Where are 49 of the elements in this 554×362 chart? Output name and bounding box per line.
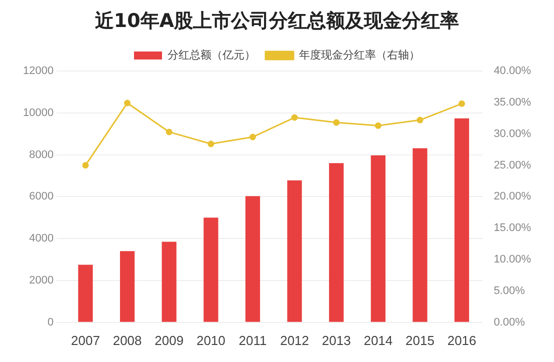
- x-tick-label: 2007: [71, 332, 100, 348]
- y2-tick-label: 15.00%: [494, 222, 532, 234]
- bar: [78, 264, 93, 322]
- y-tick-label: 2000: [29, 274, 54, 287]
- x-tick-label: 2011: [238, 332, 267, 348]
- y2-tick-label: 30.00%: [494, 128, 532, 140]
- legend-label: 分红总额（亿元）: [168, 48, 256, 62]
- point: [374, 122, 382, 129]
- bar: [120, 251, 135, 322]
- point: [416, 116, 424, 124]
- bar: [412, 148, 428, 322]
- y-tick-label: 6000: [29, 190, 54, 203]
- point: [208, 140, 214, 148]
- legend-label: 年度现金分红率（右轴）: [299, 48, 420, 62]
- y2-tick-label: 25.00%: [494, 159, 532, 172]
- bar: [162, 242, 176, 322]
- y-tick-label: 4000: [29, 232, 54, 245]
- x-tick-label: 2009: [154, 332, 184, 348]
- x-tick-label: 2016: [447, 332, 476, 348]
- x-tick-label: 2010: [196, 332, 226, 348]
- y2-tick-label: 0.00%: [494, 316, 526, 328]
- y2-tick-label: 10.00%: [494, 254, 532, 266]
- y2-tick-label: 5.00%: [494, 285, 526, 298]
- chart-title: 近10年A股上市公司分红总额及现金分红率: [94, 9, 460, 34]
- point: [333, 119, 340, 126]
- bar: [245, 196, 260, 322]
- y-tick-label: 8000: [29, 148, 54, 161]
- y2-tick-label: 35.00%: [494, 96, 532, 108]
- point: [124, 100, 131, 106]
- y-tick-label: 12000: [22, 65, 54, 78]
- x-tick-label: 2015: [406, 332, 434, 348]
- bar: [329, 163, 344, 322]
- bar: [204, 218, 218, 322]
- x-tick-label: 2014: [364, 332, 393, 348]
- bar: [370, 155, 386, 322]
- y2-tick-label: 40.00%: [494, 65, 532, 78]
- point: [82, 162, 89, 169]
- y-tick-label: 0: [47, 316, 54, 328]
- x-tick-label: 2012: [280, 332, 310, 348]
- bar: [454, 118, 470, 322]
- bar: [287, 180, 302, 322]
- x-tick-label: 2008: [112, 332, 142, 348]
- point: [458, 100, 466, 107]
- point: [249, 134, 256, 140]
- x-tick-label: 2013: [322, 332, 351, 348]
- point: [166, 128, 172, 136]
- point: [291, 114, 298, 121]
- y-tick-label: 10000: [22, 106, 54, 119]
- y2-tick-label: 20.00%: [494, 190, 532, 203]
